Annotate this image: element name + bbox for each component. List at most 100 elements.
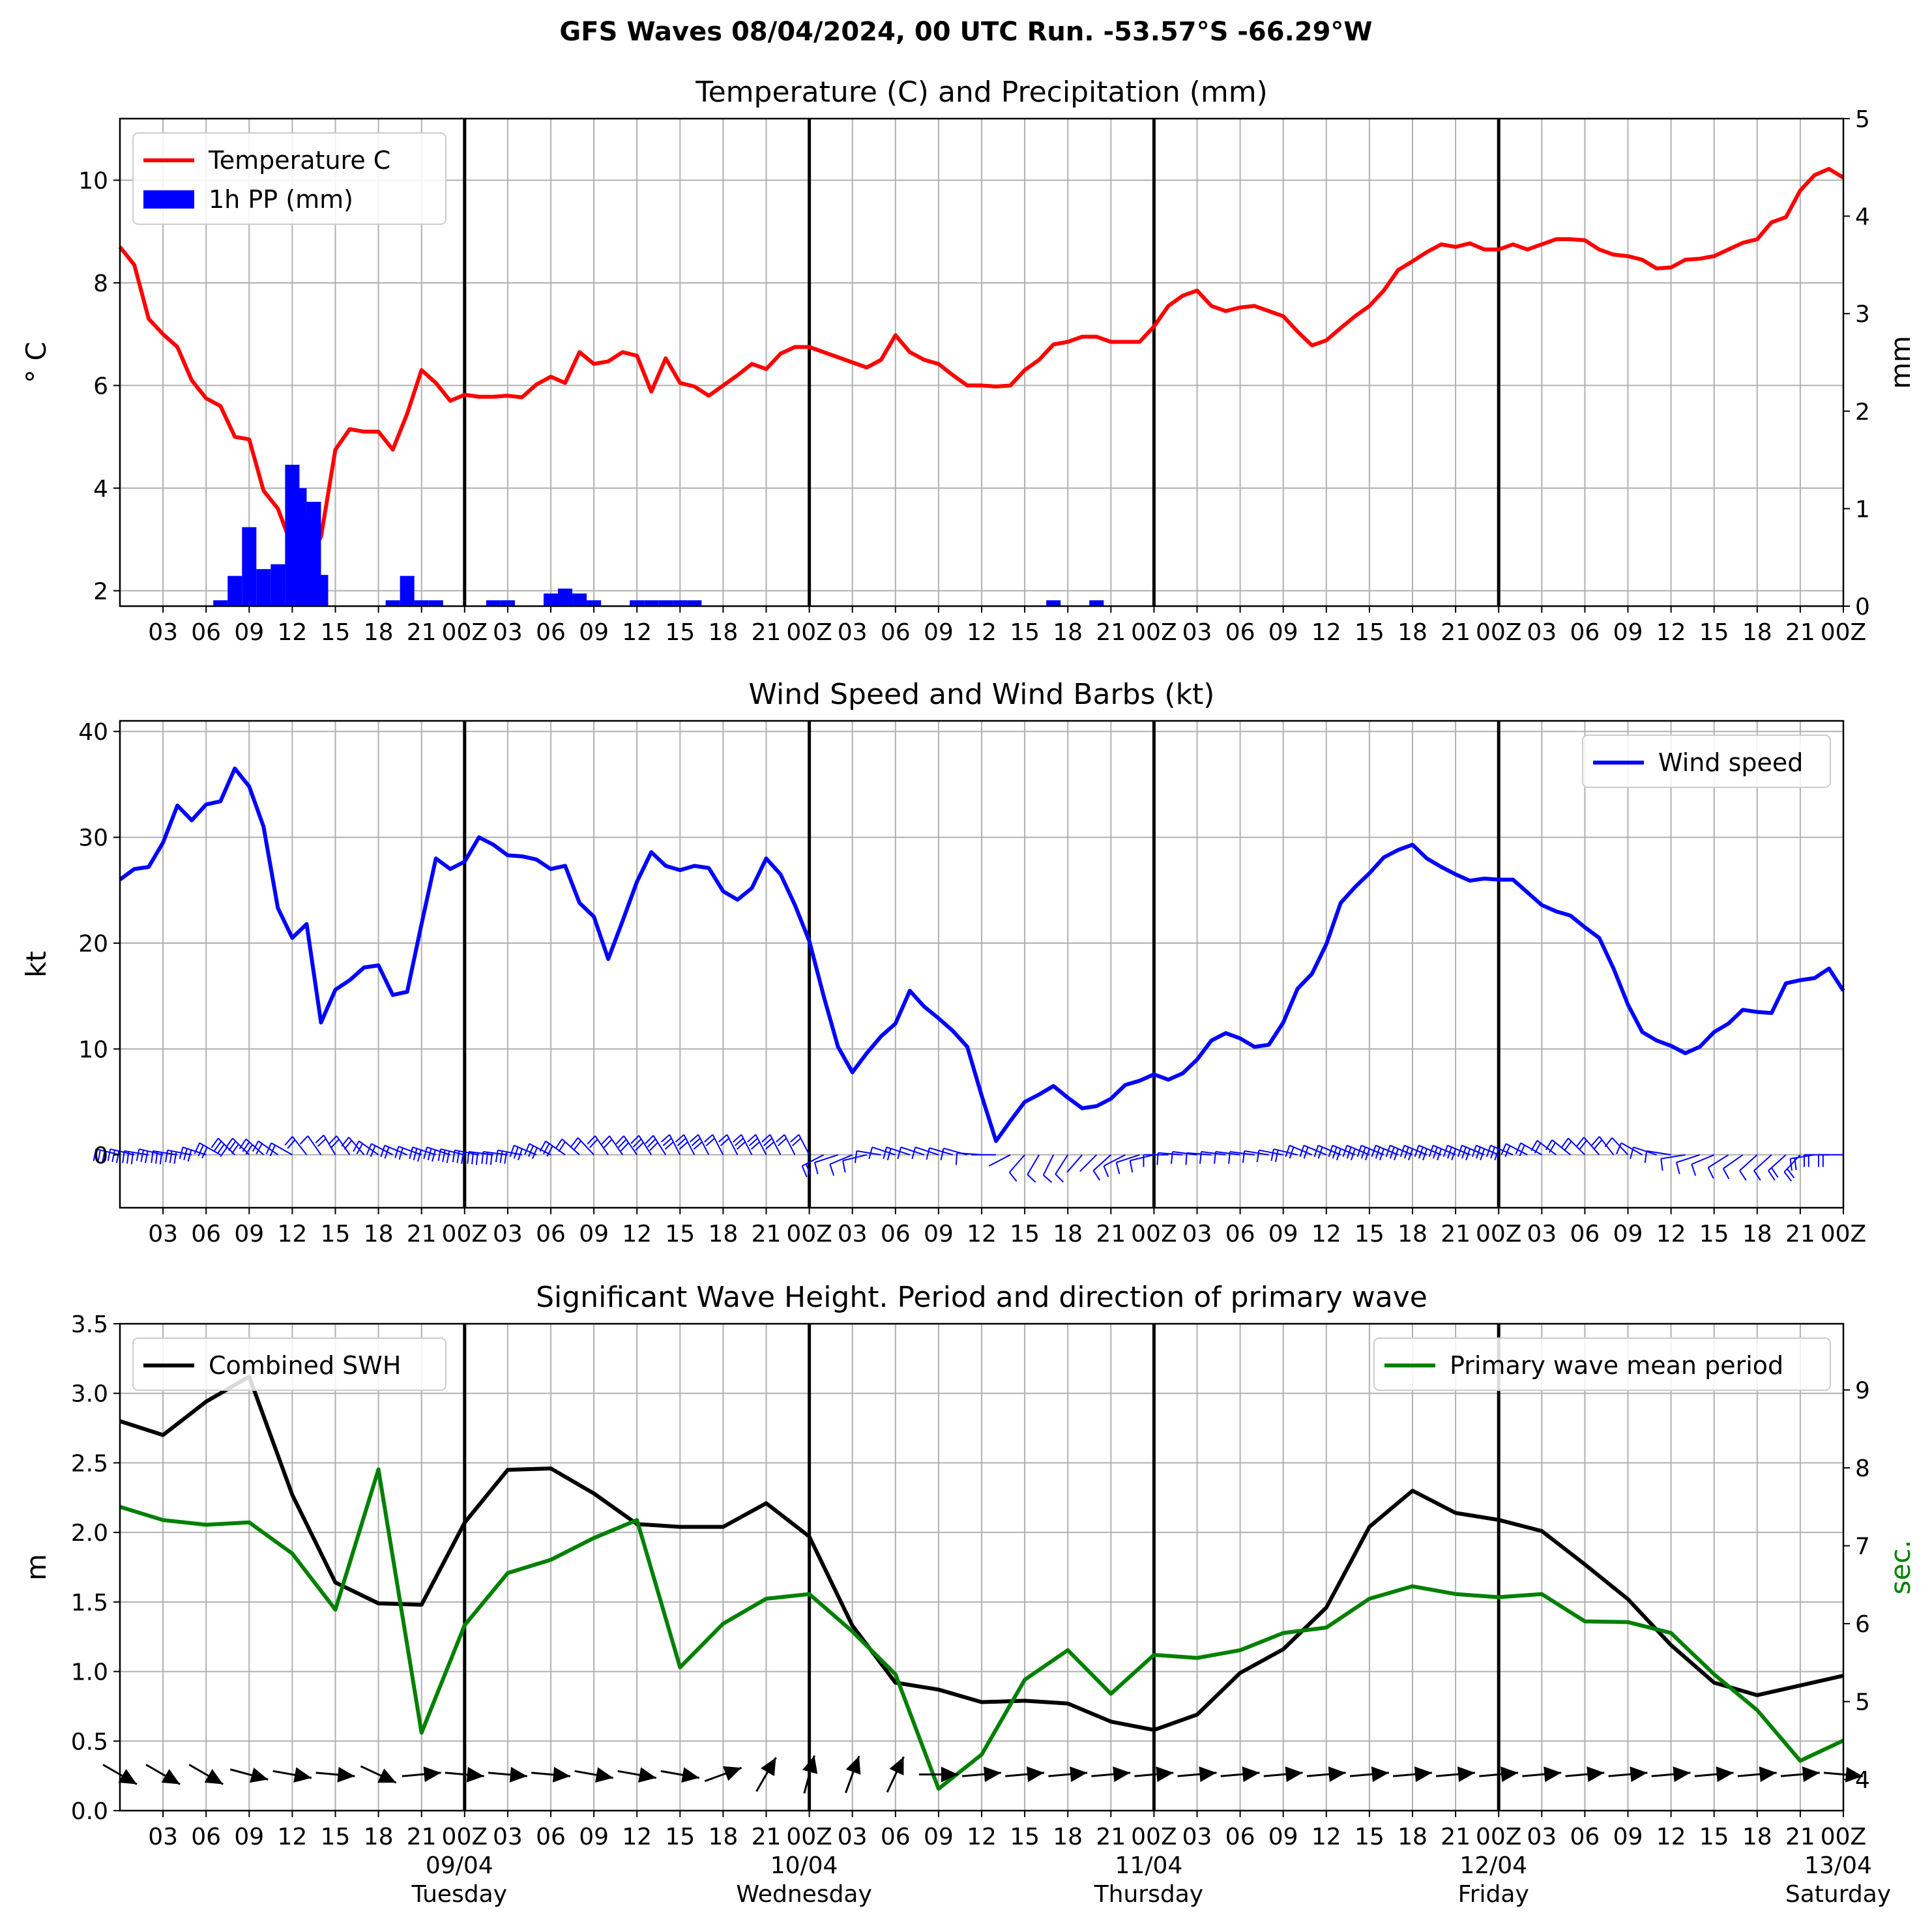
- x-tick-label: 12: [967, 1824, 997, 1850]
- x-tick-label: 12: [967, 1221, 997, 1248]
- legend: Temperature C 1h PP (mm): [132, 132, 446, 225]
- wind-barb: [398, 1146, 422, 1156]
- wave-direction-arrowhead: [1544, 1766, 1562, 1783]
- wind-barb-feather: [555, 1139, 563, 1150]
- x-tick-label: 21: [1785, 619, 1815, 646]
- x-tick-label: 15: [1699, 619, 1729, 646]
- wind-barb: [1259, 1149, 1283, 1156]
- wave-direction-arrowhead: [1630, 1766, 1648, 1783]
- wind-barb-feather: [1365, 1148, 1370, 1161]
- precip-bar: [500, 600, 515, 606]
- wind-barb-feather: [366, 1143, 372, 1155]
- x-tick-label: 21: [1441, 1824, 1471, 1850]
- wind-barb-feather: [1399, 1145, 1405, 1158]
- wind-barb-feather: [1675, 1162, 1680, 1175]
- y-tick-label-right: 2: [1855, 399, 1870, 426]
- x-tick-label: 00Z: [1131, 1824, 1177, 1850]
- wind-barb: [1708, 1154, 1729, 1169]
- wind-barb-feather: [231, 1143, 239, 1154]
- y-tick-label-right: 4: [1855, 204, 1870, 231]
- wind-barb-feather: [635, 1142, 644, 1151]
- x-tick-label: 12: [277, 1221, 307, 1248]
- x-tick-label: 00Z: [442, 1221, 488, 1248]
- wind-barb-feather: [805, 1163, 812, 1176]
- wind-barb: [814, 1154, 838, 1163]
- wind-barb: [307, 1135, 322, 1156]
- x-tick-label: 09: [1613, 1221, 1643, 1248]
- wind-barb-feather: [1519, 1145, 1525, 1157]
- wind-barb: [1289, 1145, 1313, 1156]
- panel-3: Significant Wave Height. Period and dire…: [20, 1281, 1916, 1908]
- y-tick-label: 3.5: [71, 1311, 108, 1338]
- wind-barb-feather: [499, 1150, 503, 1163]
- x-tick-label: 06: [1570, 1221, 1600, 1248]
- x-tick-label: 03: [838, 619, 868, 646]
- x-day-label: Tuesday: [411, 1881, 507, 1908]
- wind-barb: [153, 1150, 178, 1156]
- x-tick-label: 00Z: [1131, 1221, 1177, 1248]
- precip-bar: [673, 600, 688, 606]
- wind-barb-feather: [1242, 1150, 1246, 1163]
- wind-barb: [726, 1134, 739, 1156]
- wind-barb-feather: [1548, 1142, 1557, 1153]
- wave-direction-arrowhead: [337, 1766, 355, 1783]
- wind-barb-feather: [615, 1135, 624, 1145]
- x-tick-label: 18: [708, 1221, 738, 1248]
- wind-barb-feather: [413, 1148, 418, 1161]
- wave-direction-arrowhead: [250, 1767, 269, 1783]
- wind-barb: [1661, 1154, 1686, 1160]
- wind-barb-feather: [1055, 1173, 1064, 1183]
- x-tick-label: 00Z: [1476, 619, 1521, 646]
- legend-label: Combined SWH: [209, 1351, 401, 1380]
- x-tick-label: 15: [665, 619, 695, 646]
- wind-barb-feather: [886, 1148, 892, 1161]
- x-tick-label: 06: [536, 1824, 566, 1850]
- wind-barb-feather: [1350, 1148, 1356, 1161]
- x-tick-label: 03: [493, 619, 523, 646]
- precip-bar: [242, 527, 257, 606]
- wind-barb-feather: [490, 1152, 493, 1165]
- wind-barb-feather: [1422, 1148, 1427, 1161]
- wind-barb-feather: [587, 1135, 596, 1145]
- wind-barb-feather: [1442, 1145, 1448, 1158]
- wind-barb-feather: [790, 1134, 800, 1143]
- y-axis-label: m: [20, 1554, 52, 1581]
- wind-barb-feather: [384, 1146, 390, 1159]
- wind-barb-feather: [183, 1148, 188, 1161]
- y-tick-label-right: 8: [1855, 1455, 1870, 1482]
- y-tick-label-right: 6: [1855, 1611, 1870, 1638]
- x-tick-label: 18: [1742, 1221, 1772, 1248]
- x-tick-label: 03: [1182, 1824, 1212, 1850]
- y-axis-label: ° C: [20, 342, 52, 383]
- y-tick-label: 4: [93, 476, 108, 503]
- wind-barb: [1092, 1154, 1111, 1171]
- wind-barb-feather: [750, 1141, 760, 1150]
- legend-label: 1h PP (mm): [209, 185, 353, 214]
- wind-barb-feather: [703, 1134, 714, 1143]
- wind-barb-feather: [1115, 1162, 1120, 1175]
- y-tick-label-right: 4: [1855, 1767, 1870, 1794]
- wind-barb-feather: [1789, 1158, 1793, 1171]
- wind-barb-feather: [1594, 1139, 1603, 1149]
- x-tick-label: 18: [1398, 1824, 1427, 1850]
- wave-direction-arrowhead: [1027, 1766, 1044, 1783]
- wind-barb-feather: [1371, 1145, 1377, 1158]
- x-tick-label: 15: [1354, 1221, 1384, 1248]
- wind-barb-feather: [675, 1134, 684, 1143]
- wind-barb-feather: [409, 1146, 413, 1160]
- wind-barb-feather: [532, 1147, 538, 1160]
- legend-swatch: [143, 190, 194, 209]
- wave-direction-arrowhead: [1716, 1766, 1734, 1783]
- wind-barb-feather: [1591, 1136, 1600, 1146]
- wave-direction-arrowhead: [377, 1768, 396, 1783]
- wind-barb-feather: [763, 1137, 773, 1146]
- y-tick-label: 0.0: [71, 1798, 108, 1825]
- x-tick-label: 06: [1570, 1824, 1600, 1850]
- wind-barb-feather: [1043, 1175, 1053, 1183]
- wind-barb-feather: [265, 1143, 272, 1154]
- x-tick-label: 21: [1096, 1221, 1126, 1248]
- wind-barb: [669, 1134, 681, 1156]
- wind-barb-feather: [194, 1143, 200, 1154]
- wind-barb-feather: [1008, 1172, 1017, 1182]
- wind-barb-feather: [1630, 1146, 1634, 1160]
